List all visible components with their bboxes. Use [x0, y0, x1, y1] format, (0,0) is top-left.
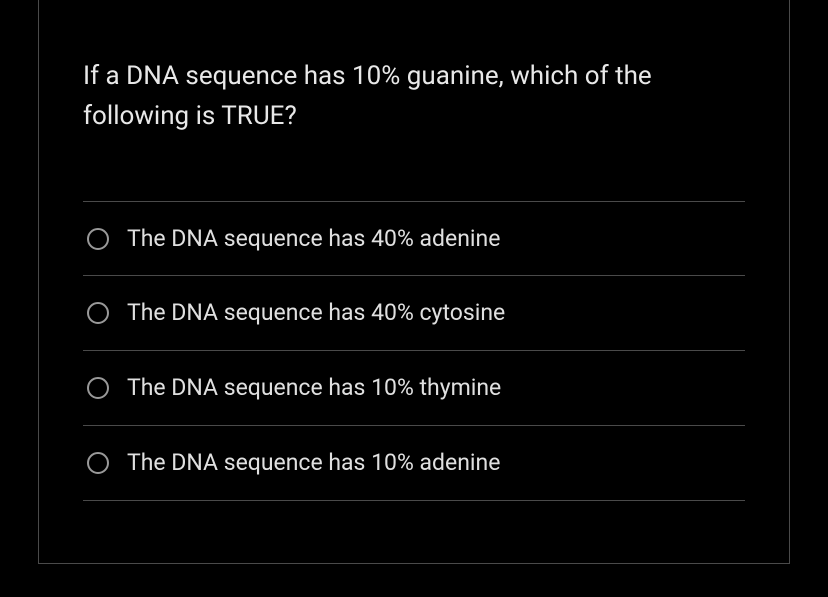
- option-row[interactable]: The DNA sequence has 40% adenine: [83, 201, 745, 276]
- radio-icon[interactable]: [87, 452, 109, 474]
- option-label: The DNA sequence has 10% adenine: [127, 448, 500, 478]
- options-list: The DNA sequence has 40% adenine The DNA…: [83, 201, 745, 502]
- option-row[interactable]: The DNA sequence has 10% thymine: [83, 350, 745, 425]
- option-row[interactable]: The DNA sequence has 40% cytosine: [83, 275, 745, 350]
- option-label: The DNA sequence has 10% thymine: [127, 373, 501, 403]
- radio-icon[interactable]: [87, 228, 109, 250]
- option-row[interactable]: The DNA sequence has 10% adenine: [83, 425, 745, 501]
- option-label: The DNA sequence has 40% adenine: [127, 224, 500, 254]
- radio-icon[interactable]: [87, 377, 109, 399]
- question-text: If a DNA sequence has 10% guanine, which…: [83, 56, 745, 137]
- question-card: If a DNA sequence has 10% guanine, which…: [38, 0, 790, 564]
- radio-icon[interactable]: [87, 302, 109, 324]
- option-label: The DNA sequence has 40% cytosine: [127, 298, 505, 328]
